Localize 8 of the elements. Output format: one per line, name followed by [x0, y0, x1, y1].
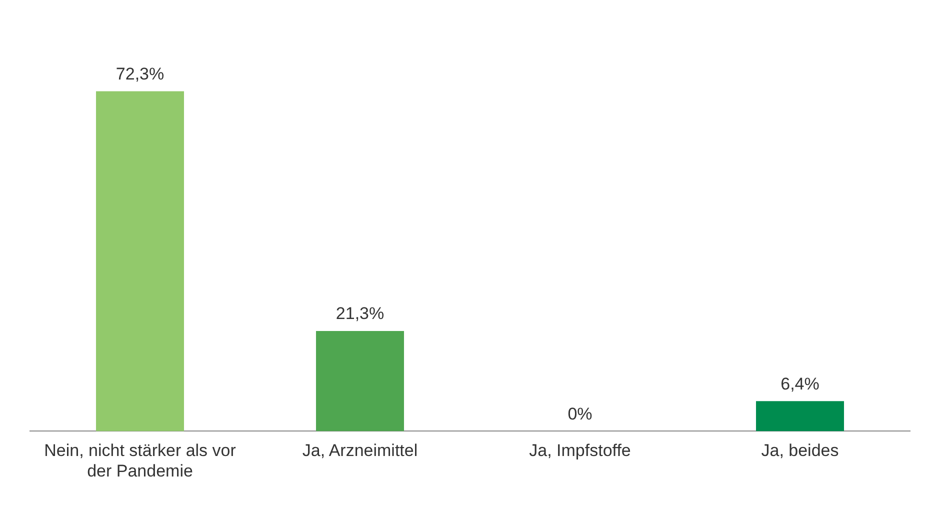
data-label: 21,3%: [336, 304, 384, 324]
data-label: 6,4%: [780, 374, 820, 394]
data-label: 0%: [568, 404, 592, 424]
x-tick-label: Nein, nicht stärker als vor der Pandemie: [44, 441, 236, 480]
x-tick-label: Ja, Impfstoffe: [529, 441, 631, 460]
x-tick-label: Ja, beides: [761, 441, 839, 460]
data-label: 72,3%: [116, 64, 164, 84]
x-tick-label: Ja, Arzneimittel: [302, 441, 418, 460]
